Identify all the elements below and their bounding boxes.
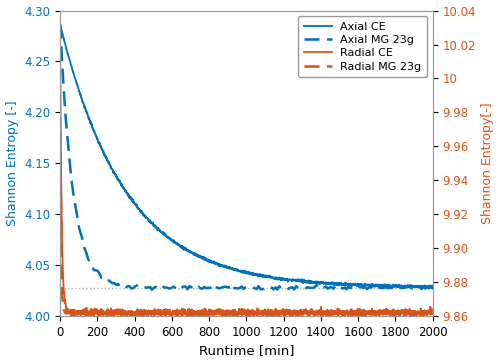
Line: Axial MG 23g: Axial MG 23g: [60, 24, 432, 291]
Axial MG 23g: [413, 284, 419, 289]
Radial CE: [238, 307, 244, 311]
Radial CE: [430, 311, 436, 315]
Axial MG 23g: [72, 203, 78, 207]
Radial CE: [419, 314, 425, 318]
Axial CE: [228, 267, 234, 271]
Radial MG 23g: [80, 310, 86, 315]
Axial CE: [430, 284, 436, 288]
Radial MG 23g: [126, 312, 132, 316]
Y-axis label: Shannon Entropy [-]: Shannon Entropy [-]: [6, 101, 18, 226]
Axial CE: [419, 285, 425, 289]
Axial MG 23g: [400, 286, 406, 290]
Radial CE: [350, 313, 356, 317]
Line: Radial MG 23g: Radial MG 23g: [60, 129, 432, 319]
Axial MG 23g: [57, 22, 63, 26]
Axial CE: [430, 286, 436, 291]
Axial CE: [76, 89, 82, 93]
Y-axis label: Shannon Entropy[-]: Shannon Entropy[-]: [482, 103, 494, 224]
Radial MG 23g: [413, 310, 419, 315]
Axial CE: [238, 269, 244, 274]
Axial MG 23g: [156, 285, 162, 289]
Radial CE: [228, 309, 234, 313]
Radial MG 23g: [72, 311, 78, 316]
Radial MG 23g: [57, 127, 63, 131]
Radial MG 23g: [156, 312, 162, 316]
Axial CE: [350, 283, 356, 287]
Radial MG 23g: [186, 317, 192, 321]
Axial CE: [418, 285, 424, 289]
Line: Axial CE: Axial CE: [60, 25, 432, 289]
Axial MG 23g: [230, 289, 235, 293]
Radial CE: [250, 317, 256, 321]
Radial CE: [57, 47, 63, 52]
Line: Radial CE: Radial CE: [60, 49, 432, 319]
Axial CE: [57, 23, 63, 27]
Axial MG 23g: [430, 287, 436, 292]
Radial CE: [419, 313, 425, 317]
Radial MG 23g: [400, 310, 406, 315]
Axial MG 23g: [126, 284, 132, 288]
Radial CE: [76, 310, 82, 314]
X-axis label: Runtime [min]: Runtime [min]: [198, 344, 294, 358]
Legend: Axial CE, Axial MG 23g, Radial CE, Radial MG 23g: Axial CE, Axial MG 23g, Radial CE, Radia…: [298, 16, 427, 77]
Radial MG 23g: [430, 310, 436, 314]
Axial MG 23g: [80, 237, 86, 242]
